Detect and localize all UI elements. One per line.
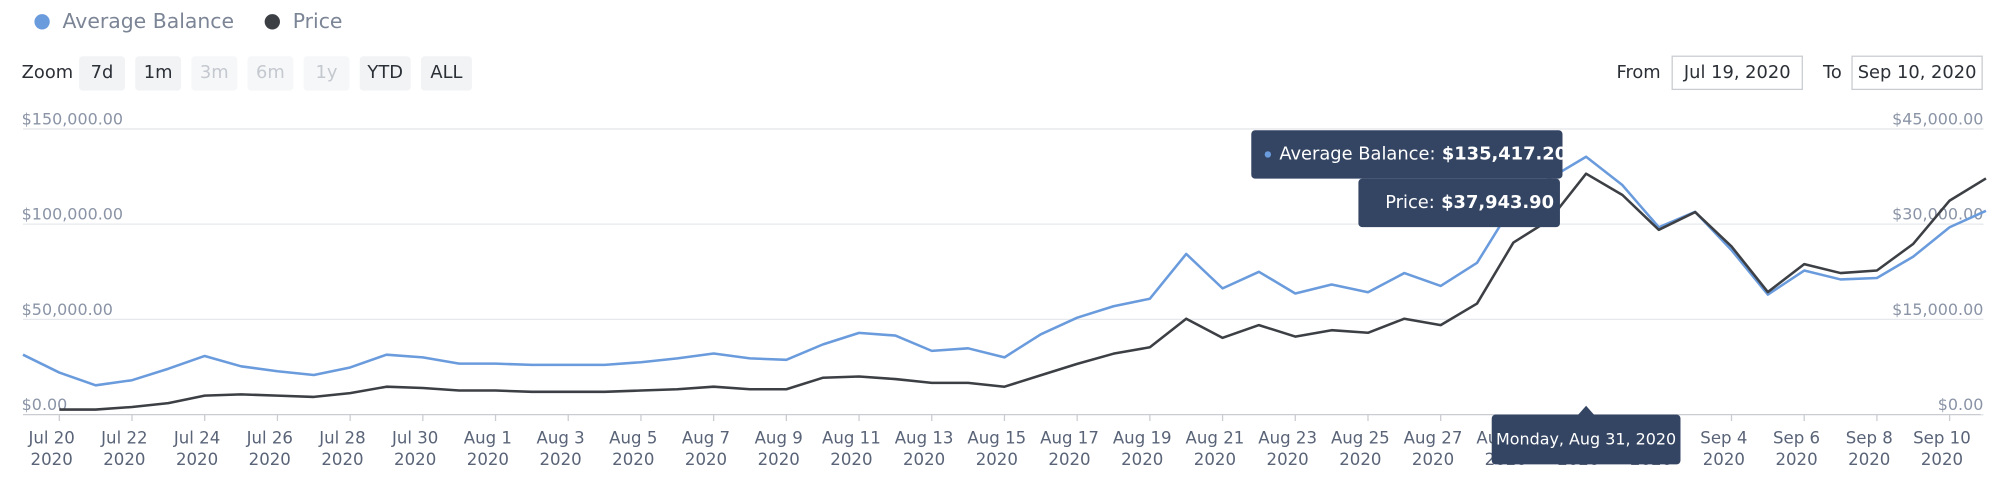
zoom-button bbox=[247, 56, 294, 91]
x-tick-label-year: 2020 bbox=[249, 450, 291, 469]
x-tick-label-year: 2020 bbox=[1194, 450, 1236, 469]
y-tick-label: $50,000.00 bbox=[22, 300, 113, 319]
from-label: From bbox=[1616, 62, 1660, 83]
x-tick-label: Aug 7 bbox=[682, 428, 730, 447]
x-tick-label-year: 2020 bbox=[612, 450, 654, 469]
x-tick-label-year: 2020 bbox=[758, 450, 800, 469]
zoom-button[interactable] bbox=[79, 56, 125, 91]
x-tick-label: Aug 3 bbox=[536, 428, 584, 447]
x-tick-label: Aug 27 bbox=[1404, 428, 1463, 447]
x-tick-label-year: 2020 bbox=[1921, 450, 1963, 469]
x-tick-label: Jul 30 bbox=[391, 428, 438, 447]
y-tick-label: $0.00 bbox=[22, 395, 68, 414]
x-tick-label: Aug 25 bbox=[1331, 428, 1390, 447]
zoom-button-label: 3m bbox=[200, 62, 229, 83]
x-tick-label: Aug 15 bbox=[967, 428, 1026, 447]
legend-label[interactable]: Average Balance bbox=[63, 9, 235, 33]
x-tick-label-year: 2020 bbox=[31, 450, 73, 469]
x-tick-label: Aug 5 bbox=[609, 428, 657, 447]
x-tick-label-year: 2020 bbox=[1267, 450, 1309, 469]
x-tick-label-year: 2020 bbox=[1848, 450, 1890, 469]
tooltip-label: Price: bbox=[1385, 192, 1435, 213]
x-tick-label: Jul 20 bbox=[27, 428, 74, 447]
from-input[interactable] bbox=[1671, 55, 1803, 91]
x-tick-label-year: 2020 bbox=[467, 450, 509, 469]
x-tick-label: Aug 23 bbox=[1258, 428, 1317, 447]
x-tick-label-year: 2020 bbox=[321, 450, 363, 469]
zoom-button-label: 6m bbox=[256, 62, 285, 83]
x-tick-label-year: 2020 bbox=[1703, 450, 1745, 469]
x-tick-label-year: 2020 bbox=[830, 450, 872, 469]
date-tooltip: Monday, Aug 31, 2020 bbox=[1496, 430, 1676, 449]
x-tick-label-year: 2020 bbox=[685, 450, 727, 469]
x-tick-label: Jul 28 bbox=[318, 428, 365, 447]
tooltip-box bbox=[1358, 178, 1560, 228]
to-input[interactable] bbox=[1851, 55, 1983, 91]
x-tick-label-year: 2020 bbox=[539, 450, 581, 469]
legend-marker bbox=[34, 14, 50, 30]
x-tick-label: Aug 21 bbox=[1186, 428, 1245, 447]
x-tick-label-year: 2020 bbox=[1121, 450, 1163, 469]
x-tick-label: Aug 13 bbox=[895, 428, 954, 447]
legend-marker bbox=[264, 14, 280, 30]
x-tick-label-year: 2020 bbox=[1775, 450, 1817, 469]
x-tick-label: Aug 9 bbox=[755, 428, 803, 447]
x-tick-label: Aug 1 bbox=[464, 428, 512, 447]
tooltip-marker bbox=[1264, 151, 1272, 158]
x-tick-label: Jul 26 bbox=[246, 428, 293, 447]
x-tick-label: Sep 6 bbox=[1773, 428, 1820, 447]
zoom-button-label[interactable]: 7d bbox=[91, 62, 114, 83]
tooltip-box bbox=[1251, 130, 1563, 179]
y2-tick-label: $45,000.00 bbox=[1892, 110, 1983, 129]
zoom-button-label[interactable]: 1m bbox=[144, 62, 173, 83]
to-value[interactable]: Sep 10, 2020 bbox=[1858, 62, 1977, 83]
x-tick-label: Sep 8 bbox=[1846, 428, 1893, 447]
tooltip-pointer bbox=[1577, 405, 1596, 416]
x-tick-label: Jul 24 bbox=[173, 428, 220, 447]
x-tick-label-year: 2020 bbox=[103, 450, 145, 469]
zoom-button-label: 1y bbox=[316, 62, 338, 83]
zoom-button-label[interactable]: YTD bbox=[366, 62, 403, 83]
zoom-button-label[interactable]: ALL bbox=[430, 62, 462, 83]
series-line bbox=[22, 155, 1987, 387]
x-tick-label-year: 2020 bbox=[176, 450, 218, 469]
x-tick-label: Sep 10 bbox=[1913, 428, 1971, 447]
zoom-label: Zoom bbox=[22, 62, 73, 83]
zoom-button bbox=[303, 56, 350, 91]
tooltip-label: Average Balance: bbox=[1279, 143, 1435, 164]
x-tick-label-year: 2020 bbox=[1412, 450, 1454, 469]
series-line bbox=[59, 172, 1987, 411]
date-tooltip-box bbox=[1491, 414, 1681, 465]
y2-tick-label: $15,000.00 bbox=[1892, 300, 1983, 319]
zoom-button[interactable] bbox=[420, 56, 472, 91]
zoom-button[interactable] bbox=[135, 56, 182, 91]
x-tick-label: Jul 22 bbox=[100, 428, 147, 447]
x-tick-label: Aug 19 bbox=[1113, 428, 1172, 447]
tooltip-value: $135,417.20 bbox=[1442, 143, 1567, 164]
to-label: To bbox=[1822, 62, 1842, 83]
y-tick-label: $100,000.00 bbox=[22, 205, 123, 224]
x-tick-label-year: 2020 bbox=[1339, 450, 1381, 469]
x-tick-label: Sep 4 bbox=[1700, 428, 1747, 447]
tooltip-value: $37,943.90 bbox=[1441, 192, 1554, 213]
x-tick-label: Aug 11 bbox=[822, 428, 881, 447]
from-value[interactable]: Jul 19, 2020 bbox=[1683, 62, 1791, 83]
x-tick-label-year: 2020 bbox=[976, 450, 1018, 469]
zoom-button bbox=[191, 56, 238, 91]
zoom-button[interactable] bbox=[359, 56, 411, 91]
x-tick-label-year: 2020 bbox=[394, 450, 436, 469]
y2-tick-label: $0.00 bbox=[1938, 395, 1984, 414]
x-tick-label-year: 2020 bbox=[1048, 450, 1090, 469]
x-tick-label: Aug 17 bbox=[1040, 428, 1099, 447]
legend-label[interactable]: Price bbox=[293, 9, 343, 33]
x-tick-label-year: 2020 bbox=[903, 450, 945, 469]
y-tick-label: $150,000.00 bbox=[22, 110, 123, 129]
